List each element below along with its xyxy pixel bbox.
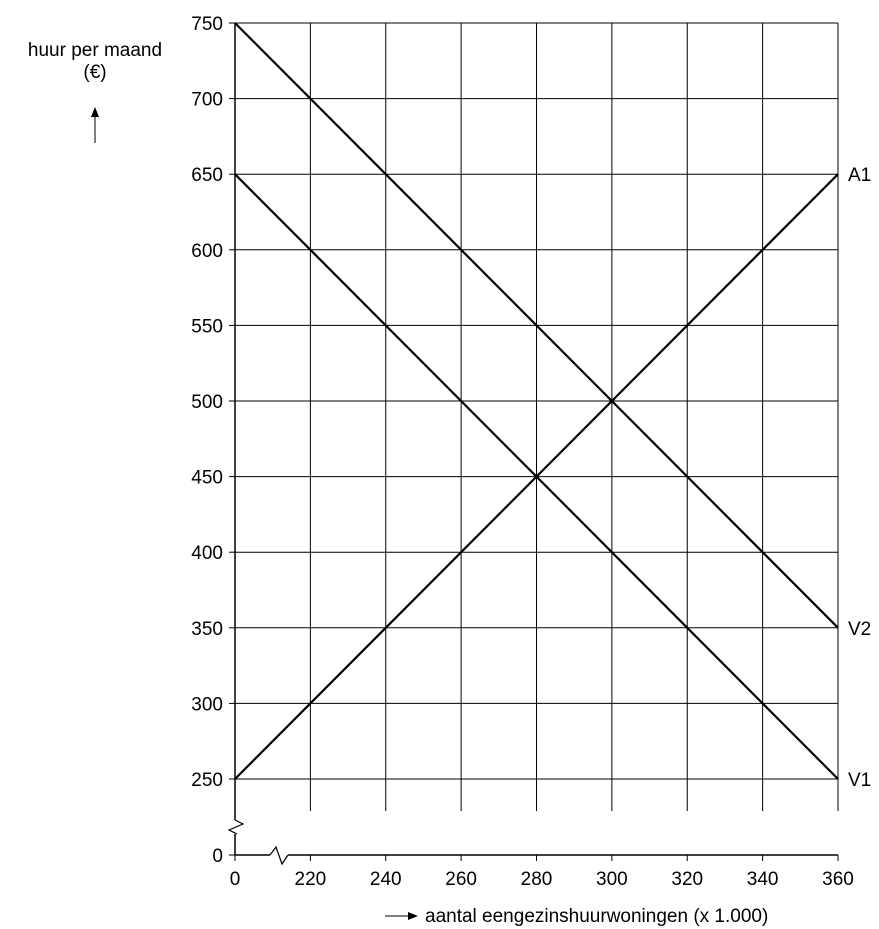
series-label-v1: V1	[848, 770, 871, 791]
y-tick-label: 700	[191, 90, 223, 111]
x-tick-label: 280	[521, 869, 553, 890]
y-axis-arrowhead	[91, 107, 99, 117]
x-tick-label: 340	[747, 869, 779, 890]
x-tick-label-origin: 0	[230, 869, 241, 890]
y-tick-label: 500	[191, 392, 223, 413]
y-axis-break	[227, 819, 245, 835]
x-tick-label: 260	[445, 869, 477, 890]
axes	[227, 22, 839, 866]
y-tick-label-origin: 0	[212, 846, 223, 867]
y-axis-label-line1: huur per maand	[27, 40, 163, 61]
x-tick-label: 320	[671, 869, 703, 890]
y-axis-label-line2: (€)	[83, 62, 107, 83]
y-axis-label: huur per maand (€)	[2, 40, 188, 84]
series-lines	[234, 22, 839, 780]
y-tick-label: 250	[191, 770, 223, 791]
y-tick-label: 650	[191, 165, 223, 186]
grid	[235, 22, 839, 811]
series-line-v2	[234, 22, 839, 629]
x-tick-label: 360	[822, 869, 854, 890]
y-tick-label: 550	[191, 316, 223, 337]
y-tick-label: 750	[191, 14, 223, 35]
x-axis-label: aantal eengezinshuurwoningen (x 1.000)	[425, 906, 768, 927]
y-tick-label: 350	[191, 619, 223, 640]
x-tick-label: 220	[295, 869, 327, 890]
y-tick-label: 300	[191, 694, 223, 715]
series-line-v1	[234, 173, 839, 780]
y-tick-label: 400	[191, 543, 223, 564]
series-label-v2: V2	[848, 619, 871, 640]
tick-labels: A1 V2 V1 250 300 350 400 450 500 550 600 650 700 750 0…	[91, 14, 871, 927]
x-tick-label: 240	[370, 869, 402, 890]
x-axis-break	[269, 845, 289, 866]
series-label-a1: A1	[848, 165, 871, 186]
x-tick-label: 300	[596, 869, 628, 890]
y-tick-label: 450	[191, 468, 223, 489]
y-tick-label: 600	[191, 241, 223, 262]
x-axis-arrowhead	[408, 912, 418, 920]
